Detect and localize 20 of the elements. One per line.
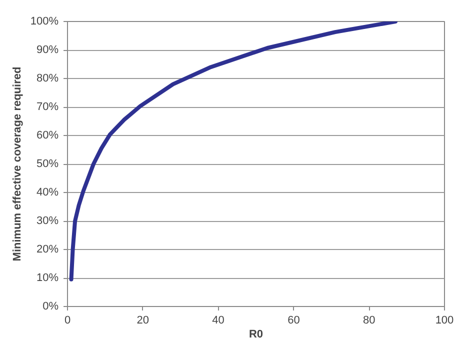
y-axis-title: Minimum effective coverage required bbox=[11, 66, 24, 262]
y-tick-label: 30% bbox=[36, 215, 59, 227]
x-tick-label: 40 bbox=[212, 314, 224, 326]
y-tick-label: 90% bbox=[36, 44, 59, 56]
line-series bbox=[69, 22, 398, 282]
y-tick-label: 100% bbox=[30, 16, 59, 28]
x-tick-label: 100 bbox=[435, 314, 454, 326]
y-tick-label: 40% bbox=[36, 186, 59, 198]
y-tick-label: 0% bbox=[42, 300, 59, 312]
x-tick-label: 0 bbox=[64, 314, 71, 326]
y-tick-label: 80% bbox=[36, 72, 59, 84]
y-tick-label: 10% bbox=[36, 272, 59, 284]
x-tick-label: 80 bbox=[362, 314, 376, 326]
y-tick-label: 50% bbox=[36, 158, 59, 170]
x-tick-label: 20 bbox=[136, 314, 150, 326]
y-tick-label: 20% bbox=[36, 244, 59, 256]
x-tick-label: 60 bbox=[288, 314, 300, 326]
x-axis-title: R0 bbox=[248, 328, 264, 340]
y-tick-label: 60% bbox=[36, 130, 59, 142]
y-tick-label: 70% bbox=[36, 101, 59, 113]
